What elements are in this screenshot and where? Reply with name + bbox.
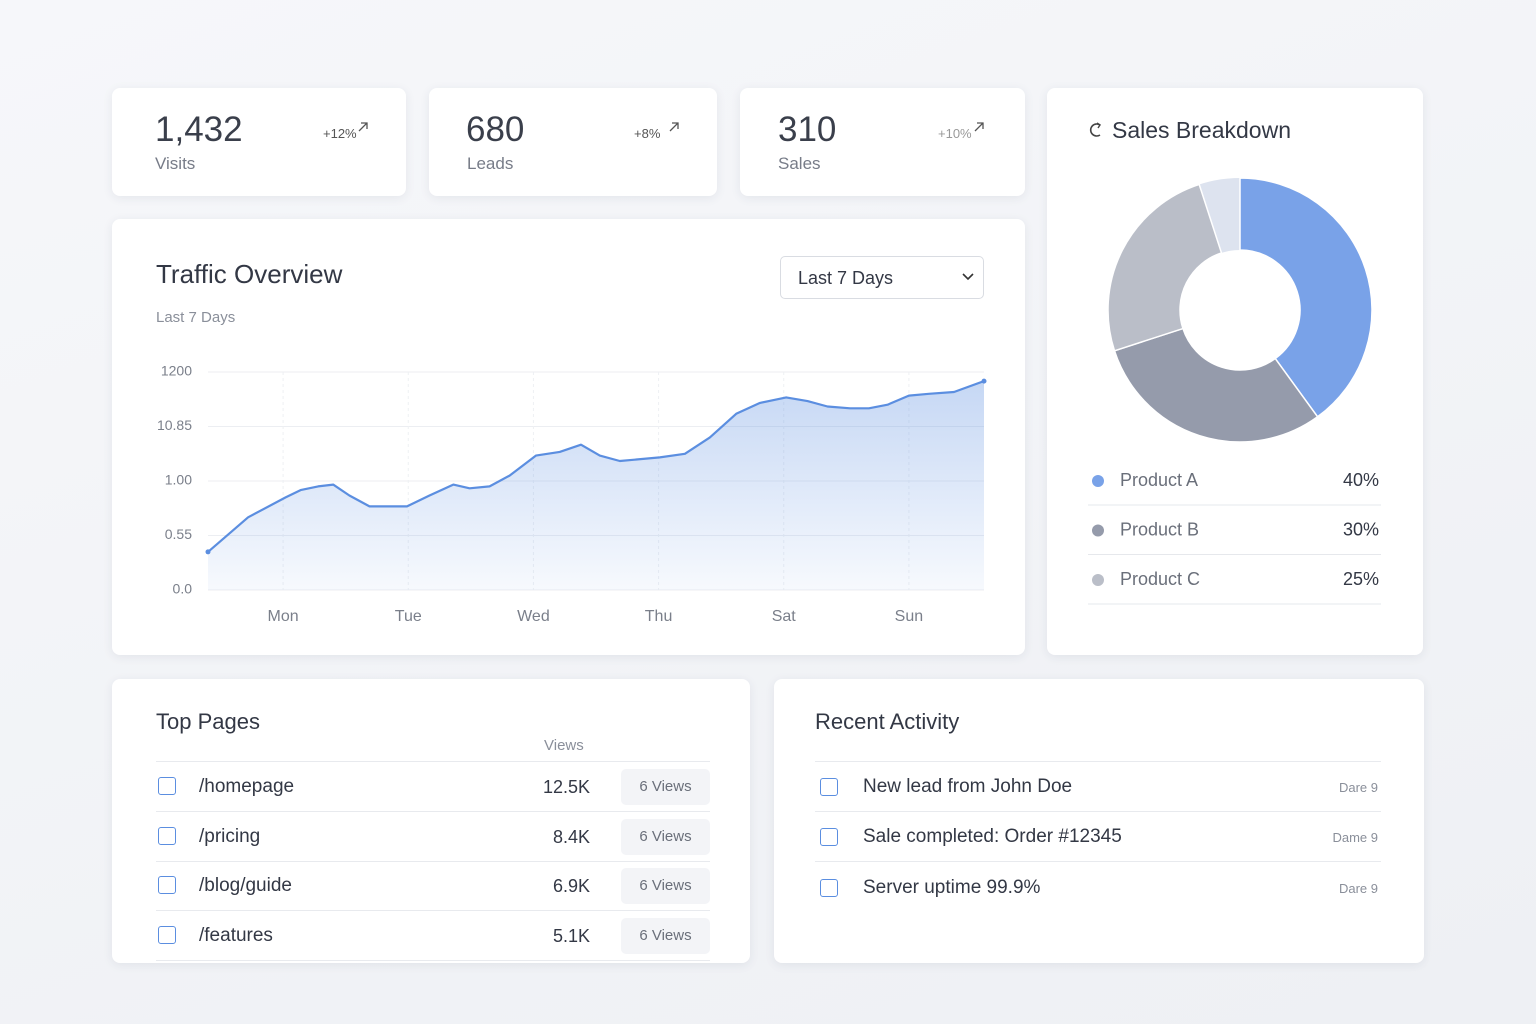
stat-label: Leads [467,154,514,173]
arrow-icon [358,122,368,132]
divider [156,860,710,862]
page-icon [158,926,176,945]
page-path: /pricing [199,825,261,847]
divider [815,811,1381,812]
card-subtitle: Last 7 Days [156,309,236,326]
point [205,549,211,555]
divider [156,811,710,812]
activity-time: Dame 9 [1332,830,1378,846]
column-header: Views [544,737,584,754]
stat-card: 310 +10% Sales [740,88,1025,196]
donut-segment [1107,183,1223,352]
views-badge: 6 Views [621,918,710,955]
arrow-icon [974,122,984,132]
stat-change: +12% [323,126,357,141]
traffic-card: Traffic Overview Last 7 Days Last 7 Days… [112,219,1025,655]
stat-label: Visits [155,154,196,173]
stat-card: 680 +8% Leads [429,88,717,196]
legend-value: 40% [1343,470,1379,490]
views-badge: 6 Views [621,769,710,805]
top-pages-card: Top Pages Views /homepage 12.5K 6 Views/pr… [112,679,750,963]
page-views: 8.4K [552,826,590,847]
page-views: 6.9K [552,876,590,897]
line [207,380,985,553]
stat-value: 310 [778,110,837,149]
divider [156,960,710,962]
activity-time: Dare 9 [1338,880,1378,896]
page-views: 5.1K [552,926,590,947]
legend-dot [1092,574,1104,586]
y-tick-label: 0.0 [173,581,193,597]
card-title: Sales Breakdown [1112,117,1291,143]
activity-text: New lead from John Doe [863,776,1073,797]
y-tick-label: 1200 [161,363,192,379]
recent-activity-card: Recent Activity New lead from John Doe Da… [774,679,1424,963]
legend-dot [1092,475,1104,487]
legend-dot [1092,524,1104,537]
activity-icon [820,828,838,847]
activity-icon [820,878,838,897]
stat-label: Sales [778,154,821,173]
x-tick-label: Wed [517,608,550,625]
donut-chart: Product A 40% Product B 30% Product C 25% [1088,177,1381,605]
card-title: Recent Activity [815,709,960,734]
x-tick-label: Sat [772,608,797,625]
donut-segment [1239,177,1373,418]
divider [156,761,710,762]
y-tick-label: 10.85 [157,417,192,433]
stat-value: 680 [466,110,525,149]
x-tick-label: Tue [395,608,422,625]
sales-card: Sales Breakdown Product A 40% Product B 30%… [1047,88,1423,655]
line-chart: 0.0 0.55 1.00 10.85 1200 Mon Tue Wed Thu Sat Sun [157,363,987,625]
page-path: /blog/guide [199,875,292,897]
stat-value: 1,432 [155,110,243,149]
x-tick-label: Thu [645,608,673,625]
arrow-icon [669,122,679,132]
y-tick-label: 1.00 [165,472,192,488]
legend-value: 25% [1343,569,1379,589]
stat-card: 1,432 +12% Visits [112,88,406,196]
page-views: 12.5K [542,777,590,797]
activity-time: Dare 9 [1338,780,1378,795]
divider [815,861,1381,863]
area [208,381,984,590]
dropdown-label: Last 7 Days [798,268,894,288]
donut-segment [1113,327,1319,443]
divider [815,761,1381,762]
card-title: Traffic Overview [156,259,343,289]
stat-change: +10% [938,126,972,141]
x-tick-label: Sun [895,608,923,625]
page-icon [158,777,176,795]
x-tick-label: Mon [268,608,299,625]
views-badge: 6 Views [621,818,710,855]
y-tick-label: 0.55 [165,526,192,542]
divider [156,910,710,912]
views-badge: 6 Views [621,868,710,905]
activity-text: Server uptime 99.9% [863,876,1041,898]
activity-icon [820,778,838,796]
legend-label: Product B [1120,519,1199,539]
card-title: Top Pages [156,709,260,734]
page-path: /homepage [199,776,295,797]
chevron [962,273,974,281]
page-icon [158,876,176,895]
stat-change: +8% [634,126,661,141]
activity-text: Sale completed: Order #12345 [863,826,1122,848]
refresh-icon [1089,122,1101,137]
legend-label: Product A [1120,470,1198,490]
legend-value: 30% [1343,519,1379,539]
page-icon [158,826,176,845]
point [981,378,987,384]
page-path: /features [199,925,273,947]
range-dropdown[interactable]: Last 7 Days [780,256,984,299]
legend-label: Product C [1120,569,1200,589]
